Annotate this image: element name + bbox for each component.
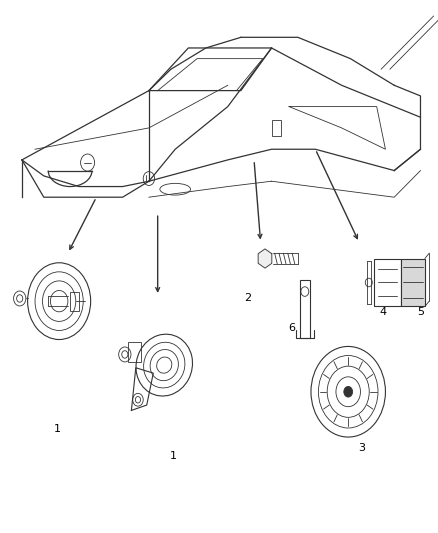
Bar xyxy=(70,292,79,311)
Bar xyxy=(374,259,401,306)
Text: 4: 4 xyxy=(380,307,387,317)
Text: 2: 2 xyxy=(244,294,251,303)
Circle shape xyxy=(344,386,353,397)
Bar xyxy=(128,342,141,362)
Bar xyxy=(300,280,310,338)
Text: 1: 1 xyxy=(170,451,177,461)
Text: 5: 5 xyxy=(417,307,424,317)
Bar xyxy=(401,259,425,306)
Bar xyxy=(272,120,281,136)
Text: 1: 1 xyxy=(53,424,60,434)
Text: 6: 6 xyxy=(288,323,295,333)
Polygon shape xyxy=(258,249,272,268)
Text: 3: 3 xyxy=(358,443,365,453)
